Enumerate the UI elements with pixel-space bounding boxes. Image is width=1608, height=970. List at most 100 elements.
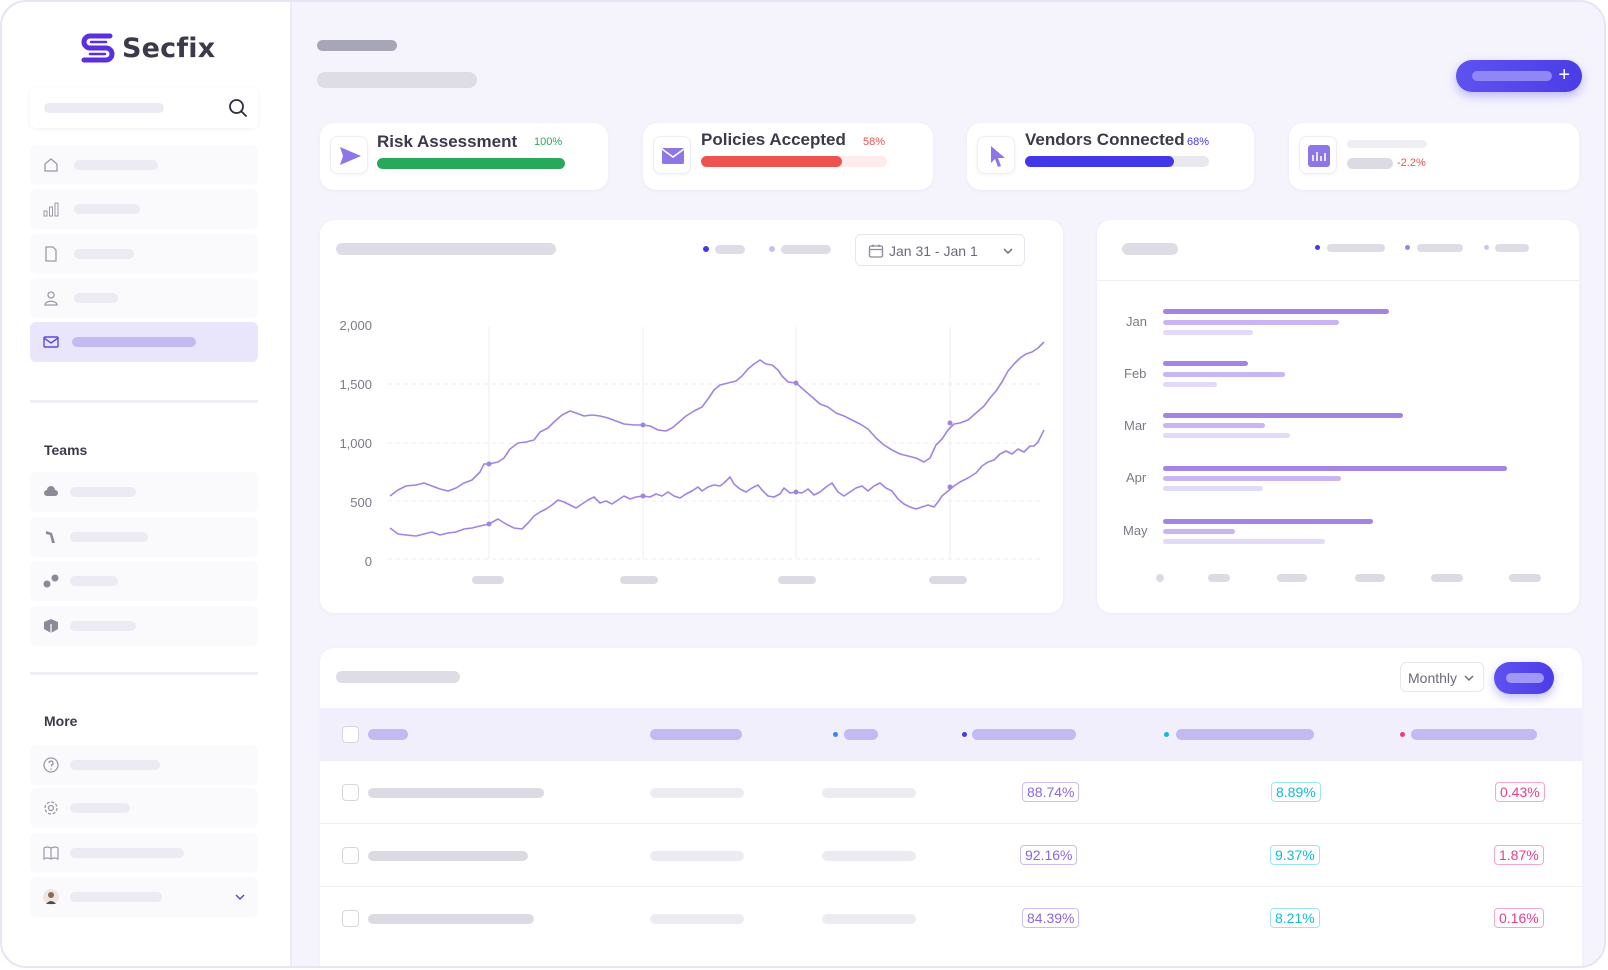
- bar-group-feb: [1163, 361, 1285, 387]
- team-logo-icon: [46, 531, 55, 543]
- sidebar-divider: [30, 672, 258, 675]
- page-title-placeholder: [317, 72, 477, 88]
- stat-icon-box: [977, 136, 1015, 174]
- column-header-placeholder[interactable]: [1411, 729, 1537, 740]
- bar-month-label: Feb: [1124, 366, 1147, 381]
- cursor-icon: [991, 146, 1005, 167]
- nav-label-placeholder: [74, 204, 140, 214]
- row-checkbox[interactable]: [342, 847, 359, 864]
- mail-icon: [43, 336, 59, 348]
- legend-label-placeholder: [781, 245, 831, 254]
- team-item-4[interactable]: [30, 606, 258, 646]
- more-item-docs[interactable]: [30, 833, 258, 873]
- cell-placeholder: [822, 851, 916, 861]
- nav-item-documents[interactable]: [30, 234, 258, 274]
- row-checkbox[interactable]: [342, 784, 359, 801]
- stat-card-risk-assessment[interactable]: Risk Assessment 100%: [320, 123, 608, 190]
- metric-badge-purple: 84.39%: [1022, 908, 1080, 928]
- column-header-placeholder[interactable]: [650, 729, 742, 740]
- legend-label-placeholder: [715, 245, 745, 254]
- search-input[interactable]: [30, 88, 258, 128]
- sidebar: Secfix Te: [2, 2, 292, 966]
- cloud-icon: [44, 486, 58, 496]
- bar-group-jan: [1163, 309, 1389, 335]
- legend-dot: [703, 246, 709, 252]
- metric-badge-purple: 88.74%: [1022, 782, 1080, 802]
- row-checkbox[interactable]: [342, 910, 359, 927]
- progress-fill: [701, 156, 843, 167]
- cube-logo-icon: [44, 619, 58, 633]
- button-label-placeholder: [1506, 673, 1544, 683]
- metric-badge-cyan: 8.21%: [1270, 908, 1320, 928]
- progress-track: [701, 156, 887, 167]
- date-range-value: Jan 31 - Jan 1: [889, 243, 978, 259]
- period-select-value: Monthly: [1408, 670, 1458, 686]
- chevron-down-icon: [1003, 248, 1013, 255]
- column-color-dot: [962, 732, 967, 737]
- nav-label-placeholder: [74, 293, 118, 303]
- team-label-placeholder: [70, 487, 136, 497]
- stat-card-policies-accepted[interactable]: Policies Accepted 58%: [643, 123, 933, 190]
- search-icon[interactable]: [228, 98, 248, 118]
- series-markers: [486, 380, 953, 527]
- more-title: More: [44, 713, 78, 729]
- chevron-down-icon[interactable]: [234, 892, 246, 902]
- document-icon: [45, 246, 57, 262]
- chart-vertical-lines: [488, 327, 951, 559]
- nav-label-placeholder: [74, 249, 134, 259]
- legend-label-placeholder: [1327, 244, 1385, 252]
- team-item-2[interactable]: [30, 517, 258, 557]
- stat-label-placeholder: [1347, 140, 1427, 148]
- stat-label: Policies Accepted: [701, 130, 846, 149]
- add-button[interactable]: +: [1456, 60, 1582, 92]
- more-label-placeholder: [70, 848, 184, 858]
- team-item-3[interactable]: [30, 561, 258, 601]
- table-header: [320, 708, 1582, 760]
- legend-label-placeholder: [1417, 244, 1463, 252]
- bar-group-apr: [1163, 466, 1507, 491]
- more-label-placeholder: [70, 803, 130, 813]
- stat-card-4[interactable]: -2.2%: [1289, 123, 1579, 190]
- column-header-placeholder[interactable]: [972, 729, 1076, 740]
- period-select[interactable]: Monthly: [1400, 662, 1484, 692]
- column-header-placeholder[interactable]: [1176, 729, 1314, 740]
- nav-item-home[interactable]: [30, 145, 258, 185]
- bar-chart-icon: [43, 202, 59, 217]
- nav-label-placeholder: [74, 160, 158, 170]
- table-row[interactable]: 88.74% 8.89% 0.43%: [320, 760, 1582, 823]
- cell-placeholder: [822, 914, 916, 924]
- more-item-help[interactable]: [30, 745, 258, 785]
- send-icon: [340, 147, 361, 165]
- legend-label-placeholder: [1495, 244, 1529, 252]
- table-row[interactable]: 84.39% 8.21% 0.16%: [320, 886, 1582, 949]
- metric-badge-pink: 1.87%: [1494, 845, 1544, 865]
- date-range-picker[interactable]: Jan 31 - Jan 1: [855, 234, 1025, 266]
- cell-placeholder: [368, 788, 544, 798]
- nav-item-analytics[interactable]: [30, 189, 258, 229]
- table-row[interactable]: 92.16% 9.37% 1.87%: [320, 823, 1582, 886]
- team-item-cloud[interactable]: [30, 472, 258, 512]
- envelope-icon: [661, 148, 685, 164]
- nav-item-messages[interactable]: [30, 322, 258, 362]
- chart-title-placeholder: [1122, 243, 1178, 255]
- column-header-placeholder[interactable]: [368, 729, 408, 740]
- team-label-placeholder: [70, 621, 136, 631]
- table-action-button[interactable]: [1494, 662, 1554, 694]
- cell-placeholder: [650, 851, 744, 861]
- column-header-placeholder[interactable]: [844, 729, 878, 740]
- team-label-placeholder: [70, 576, 118, 586]
- select-all-checkbox[interactable]: [342, 726, 359, 743]
- logo[interactable]: Secfix: [80, 32, 215, 64]
- nav-item-users[interactable]: [30, 278, 258, 318]
- x-tick-placeholders: [472, 576, 967, 584]
- stat-percent: 100%: [534, 136, 563, 148]
- more-item-settings[interactable]: [30, 788, 258, 828]
- nav-label-placeholder: [72, 337, 196, 347]
- line-chart-card: [320, 220, 1063, 613]
- team-label-placeholder: [70, 532, 148, 542]
- stat-card-vendors-connected[interactable]: Vendors Connected 68%: [967, 123, 1254, 190]
- bar-x-tick-placeholders: [1156, 574, 1541, 582]
- account-menu[interactable]: [30, 877, 258, 917]
